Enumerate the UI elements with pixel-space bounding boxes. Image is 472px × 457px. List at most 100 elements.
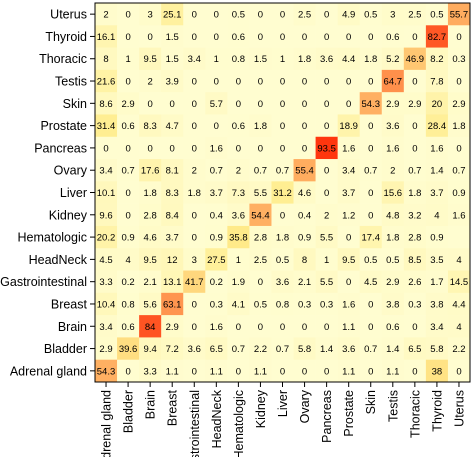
cell-value-label: 8.3 xyxy=(166,188,179,199)
cell-value-label: 2 xyxy=(103,10,108,21)
cell-liver-testis xyxy=(381,181,405,204)
cell-value-label: 0.7 xyxy=(276,166,289,177)
cell-brain-prostate xyxy=(337,315,361,338)
cell-uterus-pancreas xyxy=(315,3,338,26)
cell-thoracic-thyroid xyxy=(425,47,449,71)
cell-headneck-brain xyxy=(139,248,162,271)
cell-value-label: 0 xyxy=(280,210,285,221)
cell-value-label: 4.5 xyxy=(364,277,377,288)
cell-skin-gastrointestinal xyxy=(183,92,206,115)
cell-value-label: 9.5 xyxy=(144,54,157,65)
cell-value-label: 0 xyxy=(346,233,351,244)
cell-gastrointestinal-breast xyxy=(161,270,184,294)
cell-testis-gastrointestinal xyxy=(183,69,206,93)
cell-value-label: 0 xyxy=(192,366,197,377)
cell-value-label: 1.8 xyxy=(298,54,311,65)
cell-value-label: 1.7 xyxy=(430,277,443,288)
cell-bladder-uterus xyxy=(447,337,471,360)
cell-bladder-kidney xyxy=(249,337,272,360)
cell-value-label: 54.3 xyxy=(361,99,380,110)
cell-testis-thyroid xyxy=(425,69,449,93)
cell-pancreas-adrenal-gland xyxy=(95,136,118,160)
cell-value-label: 0 xyxy=(412,121,417,132)
cell-value-label: 0.4 xyxy=(298,210,311,221)
cell-thoracic-kidney xyxy=(249,47,272,71)
cell-value-label: 1 xyxy=(214,54,219,65)
cell-brain-breast xyxy=(161,315,184,338)
cell-value-label: 2 xyxy=(148,77,153,88)
cell-ovary-brain xyxy=(139,159,162,182)
cell-liver-uterus xyxy=(447,181,471,204)
cell-value-label: 2.5 xyxy=(298,10,311,21)
cell-value-label: 17.6 xyxy=(141,166,160,177)
cell-value-label: 0.8 xyxy=(121,299,134,310)
cell-thoracic-breast xyxy=(161,47,184,71)
cell-headneck-thoracic xyxy=(403,248,427,271)
cell-hematologic-headneck xyxy=(205,225,228,249)
x-tick-label-prostate: Prostate xyxy=(342,390,356,437)
cell-value-label: 1.8 xyxy=(408,188,421,199)
cell-hematologic-thoracic xyxy=(403,225,427,249)
cell-value-label: 64.7 xyxy=(384,77,403,88)
cell-hematologic-pancreas xyxy=(315,225,338,249)
cell-value-label: 0 xyxy=(324,322,329,333)
cell-value-label: 1.1 xyxy=(254,366,267,377)
cell-value-label: 2.9 xyxy=(99,344,112,355)
cell-thyroid-kidney xyxy=(249,25,272,48)
cell-pancreas-bladder xyxy=(117,136,140,160)
cell-thyroid-thoracic xyxy=(403,25,427,48)
cell-value-label: 0 xyxy=(280,366,285,377)
cell-pancreas-breast xyxy=(161,136,184,160)
cell-value-label: 0 xyxy=(125,188,130,199)
cell-hematologic-kidney xyxy=(249,225,272,249)
cell-value-label: 55.7 xyxy=(450,10,469,21)
cell-skin-bladder xyxy=(117,92,140,115)
cell-value-label: 0 xyxy=(192,10,197,21)
cell-prostate-breast xyxy=(161,114,184,138)
cell-kidney-skin xyxy=(359,203,383,227)
cell-value-label: 20.2 xyxy=(97,233,116,244)
cell-value-label: 0 xyxy=(302,322,307,333)
cell-value-label: 0 xyxy=(214,10,219,21)
cell-uterus-headneck xyxy=(205,3,228,26)
cell-gastrointestinal-thyroid xyxy=(425,270,449,294)
cell-value-label: 0 xyxy=(236,143,241,154)
cell-value-label: 5.8 xyxy=(298,344,311,355)
cell-thyroid-uterus xyxy=(447,25,471,48)
cell-value-label: 2 xyxy=(390,166,395,177)
cell-thyroid-gastrointestinal xyxy=(183,25,206,48)
cell-value-label: 0 xyxy=(148,32,153,43)
x-axis: Adrenal gland Bladder Brain Breast Gastroint… xyxy=(100,382,466,457)
cell-value-label: 0 xyxy=(214,77,219,88)
cell-testis-testis xyxy=(381,69,405,93)
cell-adrenal-gland-gastrointestinal xyxy=(183,359,206,383)
cell-headneck-thyroid xyxy=(425,248,449,271)
cell-value-label: 1 xyxy=(125,54,130,65)
cell-value-label: 3.6 xyxy=(232,210,245,221)
cell-thoracic-headneck xyxy=(205,47,228,71)
cell-value-label: 3.8 xyxy=(386,299,399,310)
cell-thoracic-bladder xyxy=(117,47,140,71)
cell-value-label: 2.1 xyxy=(144,277,157,288)
cell-value-label: 3.4 xyxy=(342,166,355,177)
cell-headneck-gastrointestinal xyxy=(183,248,206,271)
cell-value-label: 4.4 xyxy=(342,54,355,65)
cell-value-label: 4 xyxy=(434,210,439,221)
cell-gastrointestinal-prostate xyxy=(337,270,361,294)
cell-value-label: 2.8 xyxy=(144,210,157,221)
cell-value-label: 3.4 xyxy=(99,322,112,333)
y-tick-label-kidney: Kidney xyxy=(49,208,88,222)
cell-value-label: 2.9 xyxy=(121,99,134,110)
cell-skin-thyroid xyxy=(425,92,449,115)
cell-value-label: 3.3 xyxy=(99,277,112,288)
cell-value-label: 0.7 xyxy=(210,166,223,177)
cell-breast-prostate xyxy=(337,292,361,316)
cell-value-label: 0 xyxy=(302,143,307,154)
cell-uterus-thoracic xyxy=(403,3,427,26)
cell-kidney-prostate xyxy=(337,203,361,227)
cell-value-label: 63.1 xyxy=(163,299,182,310)
cell-brain-kidney xyxy=(249,315,272,338)
cell-value-label: 0.7 xyxy=(232,344,245,355)
cell-value-label: 0 xyxy=(192,143,197,154)
cell-brain-bladder xyxy=(117,315,140,338)
